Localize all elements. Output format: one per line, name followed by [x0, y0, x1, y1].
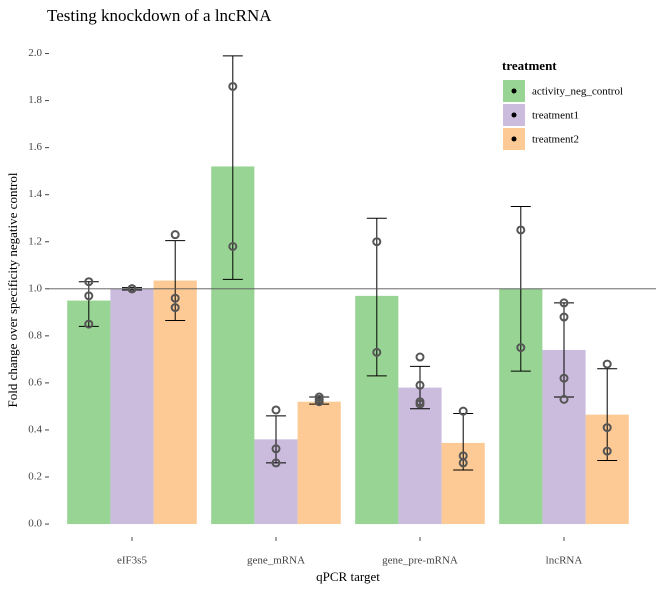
replicate-point [415, 352, 425, 362]
legend-key-point [511, 112, 517, 118]
replicate-point [271, 405, 281, 415]
replicate-point [271, 458, 281, 468]
replicate-point [602, 423, 612, 433]
y-tick-label: 0.8 [28, 329, 42, 341]
y-tick-label: 1.6 [28, 141, 42, 153]
replicate-point [458, 406, 468, 416]
replicate-point [271, 444, 281, 454]
y-axis-title: Fold change over specificity negative co… [5, 172, 20, 407]
replicate-point [170, 293, 180, 303]
replicate-point [228, 81, 238, 91]
bar [297, 401, 341, 525]
legend-key-point [511, 136, 517, 142]
y-tick-label: 1.8 [28, 94, 42, 106]
replicate-point [84, 291, 94, 301]
replicate-point [84, 277, 94, 287]
replicate-point [372, 347, 382, 357]
replicate-point [170, 230, 180, 240]
y-tick-label: 1.4 [28, 188, 42, 200]
bar [67, 300, 111, 525]
x-tick-label: gene_pre-mRNA [382, 555, 458, 567]
y-tick-label: 0.6 [28, 376, 42, 388]
replicate-point [415, 399, 425, 409]
y-tick-label: 0.0 [28, 518, 42, 530]
y-tick-label: 0.2 [28, 471, 42, 483]
legend-label: activity_neg_control [532, 86, 623, 98]
replicate-point [559, 312, 569, 322]
replicate-point [516, 343, 526, 353]
replicate-point [170, 303, 180, 313]
error-bar [266, 415, 286, 464]
x-tick-label: gene_mRNA [247, 555, 305, 567]
bar [398, 387, 442, 525]
replicate-point [559, 394, 569, 404]
replicate-point [559, 298, 569, 308]
x-tick-label: lncRNA [546, 555, 583, 567]
replicate-point [228, 241, 238, 251]
legend-label: treatment2 [532, 134, 579, 146]
error-bar [165, 240, 186, 322]
replicate-point [314, 397, 324, 407]
replicate-point [372, 237, 382, 247]
y-tick-label: 2.0 [28, 47, 42, 59]
x-tick-label: eIF3s5 [117, 555, 147, 567]
y-tick-label: 0.4 [28, 423, 42, 435]
y-tick-label: 1.0 [28, 282, 42, 294]
error-bar [597, 368, 618, 462]
y-tick-label: 1.2 [28, 235, 42, 247]
replicate-point [314, 392, 324, 402]
legend-key-point [511, 88, 517, 94]
legend-label: treatment1 [532, 110, 579, 122]
legend-title: treatment [502, 58, 557, 73]
replicate-point [415, 380, 425, 390]
error-bar [453, 412, 474, 471]
bar [153, 280, 197, 525]
replicate-point [559, 373, 569, 383]
replicate-point [516, 225, 526, 235]
x-axis-title: qPCR target [316, 569, 380, 584]
replicate-point [602, 446, 612, 456]
replicate-point [84, 319, 94, 329]
error-bar [410, 365, 430, 410]
chart-title: Testing knockdown of a lncRNA [47, 6, 272, 25]
replicate-point [458, 458, 468, 468]
replicate-point [602, 359, 612, 369]
bar [110, 288, 154, 525]
